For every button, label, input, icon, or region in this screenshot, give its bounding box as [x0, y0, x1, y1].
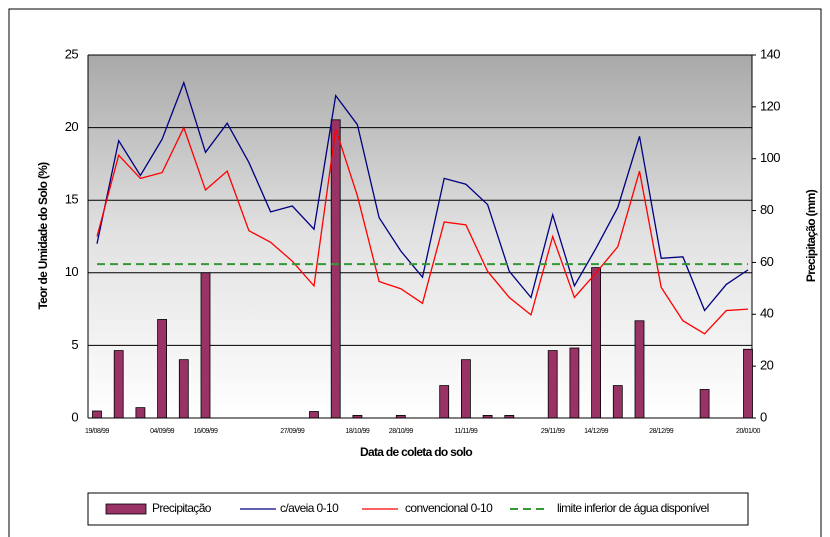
x-tick-label: 19/08/99: [85, 428, 110, 435]
y2-tick-label: 20: [760, 358, 774, 373]
bar: [743, 348, 753, 419]
line: [96, 80, 749, 312]
bar: [547, 350, 558, 419]
x-tick-label: 28/12/99: [649, 428, 674, 435]
y2-tick-label: 0: [760, 409, 767, 424]
legend-label: convencional 0-10: [405, 501, 493, 515]
bar: [92, 410, 102, 419]
bar: [591, 267, 601, 419]
bar: [178, 359, 189, 419]
legend-label: limite inferior de água disponível: [557, 501, 709, 515]
y-tick-label: 0: [71, 409, 78, 424]
x-tick-label: 18/10/99: [345, 428, 370, 435]
legend-swatch: [105, 503, 147, 515]
y2-tick-label: 100: [760, 150, 780, 165]
bar: [460, 359, 471, 419]
bar: [569, 347, 580, 419]
bar: [634, 320, 645, 419]
bar: [135, 407, 146, 419]
x-tick-label: 27/09/99: [280, 428, 305, 435]
bar: [200, 272, 211, 419]
x-tick-label: 14/12/99: [584, 428, 609, 435]
bar: [612, 385, 623, 419]
y2-tick-label: 60: [760, 254, 774, 269]
y-tick-label: 15: [65, 192, 79, 207]
x-tick-label: 11/11/99: [454, 428, 478, 435]
x-tick-label: 28/10/99: [389, 428, 414, 435]
bar: [113, 350, 124, 419]
x-tick-label: 29/11/99: [541, 428, 565, 435]
legend: [87, 492, 749, 526]
bar: [699, 389, 710, 419]
y-axis-title: Teor de Umidade do Solo (%): [36, 162, 50, 310]
legend-label: c/aveia 0-10: [280, 501, 339, 515]
y-tick-label: 20: [65, 119, 79, 134]
bar: [309, 411, 319, 419]
x-tick-label: 20/01/00: [736, 428, 761, 435]
legend-label: Precipitação: [152, 501, 212, 515]
y2-tick-label: 120: [760, 98, 780, 113]
y2-tick-label: 80: [760, 202, 774, 217]
bar: [439, 385, 450, 419]
bar: [157, 319, 168, 419]
x-axis-title: Data de coleta do solo: [360, 445, 472, 459]
x-tick-label: 04/09/99: [150, 428, 175, 435]
y2-tick-label: 40: [760, 306, 774, 321]
y-tick-label: 5: [71, 337, 78, 352]
bar: [330, 119, 341, 419]
y-tick-label: 10: [65, 264, 79, 279]
y2-axis-title: Precipitação (mm): [804, 189, 818, 282]
y2-tick-label: 140: [760, 46, 780, 61]
line: [96, 125, 749, 335]
y-tick-label: 25: [65, 46, 79, 61]
x-tick-label: 16/09/99: [193, 428, 218, 435]
